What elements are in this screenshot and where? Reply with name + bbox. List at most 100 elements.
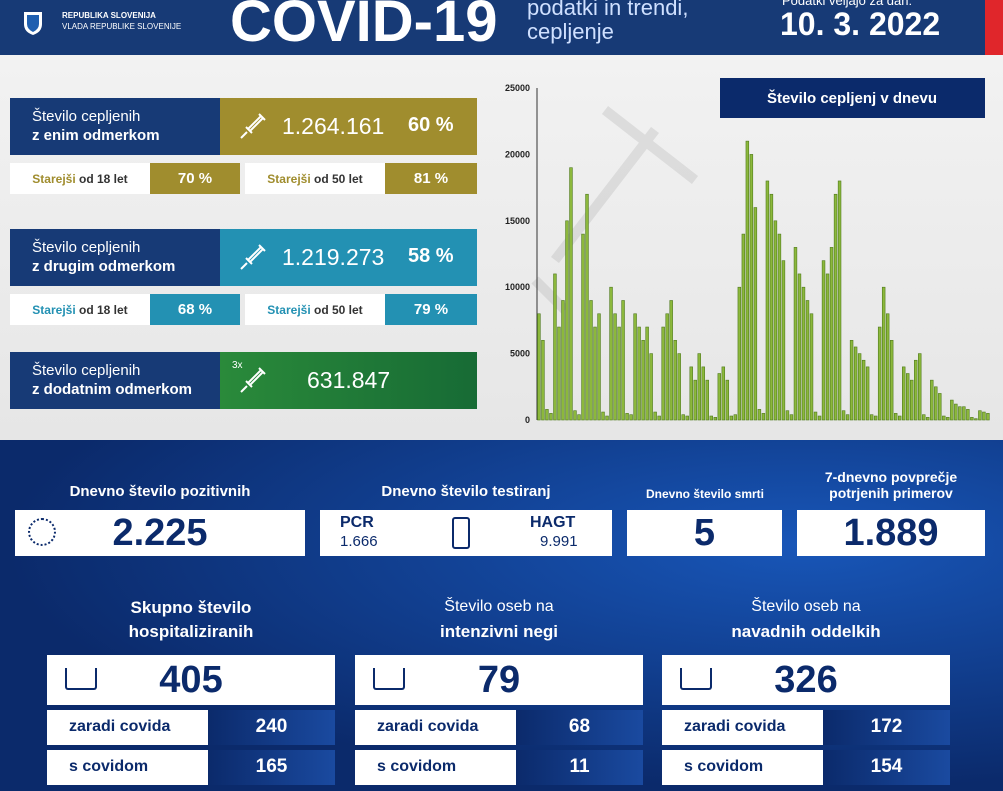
- card-label: Število cepljenih z dodatnim odmerkom: [10, 352, 220, 409]
- bar: [673, 340, 677, 421]
- y-tick-label: 5000: [510, 349, 530, 359]
- sub-label-part: Starejši: [32, 172, 76, 186]
- stat-box: [627, 510, 782, 556]
- card-label-line: Število cepljenih: [32, 108, 141, 125]
- bar: [970, 417, 974, 421]
- bar: [813, 411, 818, 421]
- chart-title-box: [720, 78, 985, 118]
- bar: [545, 409, 549, 421]
- bar: [629, 414, 633, 421]
- bar: [581, 233, 585, 421]
- bar: [661, 326, 665, 421]
- syringe-watermark: [531, 106, 699, 314]
- bar: [569, 167, 573, 421]
- sub-label: Starejši od 18 let: [10, 294, 150, 325]
- bar: [853, 346, 858, 421]
- bar: [857, 353, 862, 421]
- accent: [985, 0, 1003, 55]
- bar: [657, 415, 661, 421]
- sub-label: Starejši od 50 let: [245, 163, 385, 194]
- pcr-value: 1.666: [340, 533, 378, 550]
- bar: [645, 326, 649, 421]
- bar: [930, 379, 934, 421]
- bar: [926, 417, 930, 421]
- hospital-title: navadnih oddelkih: [731, 622, 881, 641]
- bar: [841, 410, 846, 421]
- bar: [605, 415, 609, 421]
- bed-icon: [373, 668, 405, 690]
- hospital-total: 405: [159, 659, 223, 701]
- percent: 58 %: [408, 245, 454, 267]
- stat-box: [797, 510, 985, 556]
- bar: [733, 414, 738, 421]
- percent: 60 %: [408, 114, 454, 136]
- bar: [665, 313, 669, 421]
- stat-value: 1.889: [843, 512, 939, 554]
- bar: [565, 220, 569, 421]
- bar: [653, 411, 657, 421]
- bar: [861, 359, 866, 421]
- sub-value: 68 %: [150, 294, 240, 325]
- stat-label: 7-dnevno povprečje: [824, 469, 958, 485]
- bar: [553, 273, 557, 421]
- subtitle-line: cepljenje: [527, 19, 614, 44]
- bar: [942, 415, 946, 421]
- bar: [966, 409, 970, 421]
- card-label-line: Število cepljenih: [32, 239, 141, 256]
- bar: [817, 415, 822, 421]
- card-label-line: z drugim odmerkom: [32, 258, 176, 275]
- hospital-title: Skupno število: [130, 598, 252, 617]
- bar: [749, 154, 754, 421]
- bar: [801, 286, 806, 421]
- bar: [765, 180, 770, 421]
- bar: [865, 366, 870, 421]
- y-tick-label: 10000: [505, 282, 530, 292]
- bar: [962, 406, 966, 421]
- bar: [805, 300, 810, 421]
- bar: [906, 373, 910, 421]
- sub-label-part: od 50 let: [314, 303, 363, 317]
- card-value: [220, 98, 477, 155]
- date: 10. 3. 2022: [780, 6, 941, 42]
- bar: [561, 300, 565, 421]
- stat-label: Dnevno število pozitivnih: [69, 483, 251, 500]
- bar: [649, 353, 653, 421]
- date-label: Podatki veljajo za dan:: [782, 0, 913, 8]
- chart: Število cepljenj v dnevu 0 5000 10000 15000…: [505, 78, 990, 425]
- sub-label: Starejši od 50 let: [245, 294, 385, 325]
- bar: [681, 414, 685, 421]
- row-label: zaradi covida: [662, 710, 823, 745]
- hospital-title: Število oseb na: [444, 598, 554, 615]
- row-label: s covidom: [47, 750, 208, 785]
- bar: [910, 379, 914, 421]
- bed-icon: [680, 668, 712, 690]
- bar: [873, 415, 878, 421]
- bar: [589, 300, 593, 421]
- bar: [986, 413, 990, 421]
- y-tick-label: 0: [525, 415, 530, 425]
- bar: [902, 366, 906, 421]
- coat-of-arms: [24, 12, 42, 35]
- bar: [621, 300, 625, 421]
- bar: [677, 353, 681, 421]
- bar: [541, 340, 545, 421]
- bar: [613, 313, 617, 421]
- stat-box: [15, 510, 305, 556]
- bar: [885, 313, 890, 421]
- sub-label-part: od 18 let: [79, 172, 128, 186]
- bar: [922, 414, 926, 421]
- row-value: 154: [823, 750, 950, 785]
- card-label-line: z enim odmerkom: [32, 127, 160, 144]
- bar: [693, 379, 697, 421]
- row-value: 68: [516, 710, 643, 745]
- bar: [725, 379, 730, 421]
- syringe-icon: [240, 113, 266, 139]
- bar: [741, 233, 746, 421]
- bar: [845, 414, 850, 421]
- row-value: 165: [208, 750, 335, 785]
- pcr-label: PCR: [340, 514, 374, 531]
- bar: [701, 366, 705, 421]
- bar: [697, 353, 701, 421]
- bar: [914, 359, 918, 421]
- stat-value: 5: [693, 512, 716, 554]
